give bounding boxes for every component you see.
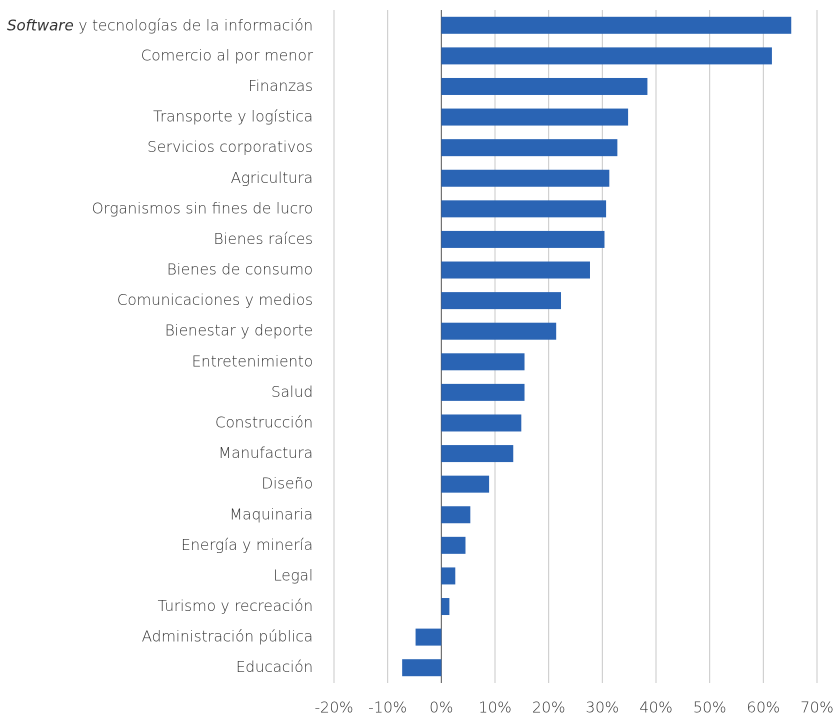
bar	[441, 445, 514, 463]
bar	[441, 475, 490, 493]
x-tick-label: -10%	[368, 699, 407, 717]
y-tick-label: Organismos sin fines de lucro	[92, 199, 313, 217]
y-tick-label: Turismo y recreación	[158, 597, 313, 615]
bar	[441, 353, 525, 371]
bar	[441, 536, 466, 554]
bar	[441, 567, 456, 585]
y-tick-label: Legal	[273, 566, 313, 584]
bar	[441, 230, 605, 248]
bar	[402, 659, 442, 677]
bar	[441, 47, 772, 65]
x-tick-label: 40%	[639, 699, 672, 717]
y-tick-label: Diseño	[262, 475, 313, 493]
bar	[441, 77, 648, 95]
y-tick-label: Agricultura	[231, 169, 313, 187]
y-tick-label: Comercio al por menor	[141, 46, 314, 64]
y-tick-label: Bienes de consumo	[167, 261, 313, 279]
y-tick-label: Comunicaciones y medios	[117, 291, 313, 309]
label-rest: y tecnologías de la información	[74, 16, 313, 34]
y-tick-label: Salud	[271, 383, 313, 401]
y-tick-label: Administración pública	[142, 628, 313, 646]
x-tick-label: 60%	[747, 699, 780, 717]
bar	[441, 169, 610, 187]
y-tick-label: Manufactura	[218, 444, 313, 462]
y-tick-label: Finanzas	[248, 77, 313, 95]
bar	[441, 322, 557, 340]
bar	[441, 414, 522, 432]
y-tick-label: Bienestar y deporte	[165, 322, 313, 340]
y-tick-label: Energía y minería	[181, 536, 313, 554]
y-tick-label: Transporte y logística	[153, 108, 313, 126]
bar	[441, 292, 562, 310]
bar	[441, 383, 525, 401]
x-tick-label: 10%	[478, 699, 511, 717]
bar	[441, 16, 792, 34]
y-tick-label: Educación	[236, 658, 313, 676]
x-tick-label: 20%	[532, 699, 565, 717]
x-tick-label: 50%	[693, 699, 726, 717]
x-tick-label: 0%	[429, 699, 453, 717]
y-tick-label: Bienes raíces	[214, 230, 313, 248]
bar	[441, 598, 450, 616]
bar	[441, 108, 629, 126]
y-tick-label: Servicios corporativos	[147, 138, 313, 156]
label-italic: Software	[7, 16, 74, 34]
bar	[441, 200, 607, 218]
bar	[441, 261, 590, 279]
y-tick-label: Software y tecnologías de la información	[7, 16, 313, 34]
y-tick-label: Construcción	[215, 413, 313, 431]
bar	[441, 506, 471, 524]
x-tick-label: 30%	[586, 699, 619, 717]
bar	[441, 139, 618, 157]
bar	[415, 628, 442, 646]
y-tick-label: Entretenimiento	[192, 352, 313, 370]
x-tick-label: 70%	[800, 699, 833, 717]
y-tick-label: Maquinaria	[229, 505, 313, 523]
x-tick-label: -20%	[315, 699, 354, 717]
